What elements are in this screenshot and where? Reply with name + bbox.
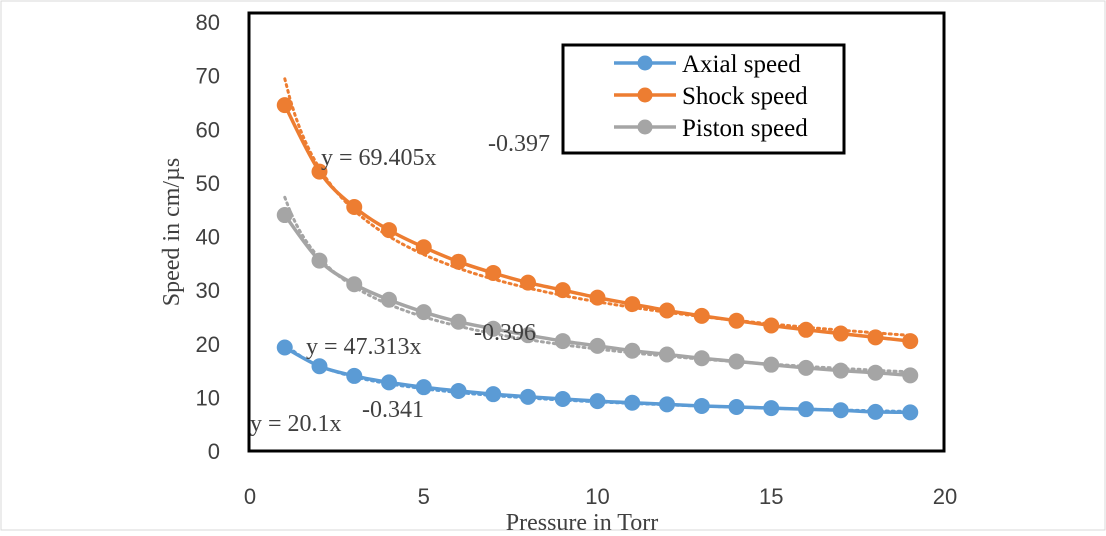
legend-shock-speed-label: Shock speed [682, 83, 808, 110]
piston-speed-point [902, 367, 919, 384]
piston-speed-point [589, 337, 606, 354]
y-axis-title: Speed in cm/µs [159, 158, 185, 306]
y-axis-ticks: 0 10 20 30 40 50 60 70 80 [196, 10, 220, 464]
piston-speed-point [485, 320, 502, 337]
piston-speed-point [276, 207, 293, 224]
piston-speed-point [624, 342, 641, 359]
shock-speed-point [450, 253, 467, 270]
legend-shock-speed-marker [637, 87, 653, 103]
piston-speed-point [554, 333, 571, 350]
axial-speed-point [798, 401, 814, 418]
axial-speed-point [832, 402, 849, 419]
y-tick-label: 50 [196, 171, 220, 196]
axial-speed-point [728, 399, 745, 416]
legend-piston-speed-label: Piston speed [682, 115, 808, 142]
shock-speed-point [693, 307, 710, 324]
axial-speed-point [902, 404, 919, 421]
axial-speed-point [624, 394, 641, 411]
axial-speed-point [659, 396, 675, 413]
piston-speed-point [450, 313, 467, 330]
piston-speed-point [381, 291, 397, 308]
series-points [276, 97, 919, 421]
legend-box [561, 43, 846, 155]
axial-speed-point [381, 374, 397, 391]
shock-speed-point [902, 333, 919, 350]
shock-speed-point [346, 199, 363, 216]
axial-speed-point [693, 397, 710, 414]
piston-speed-point [520, 327, 536, 344]
y-tick-label: 30 [196, 278, 220, 303]
x-tick-label: 10 [585, 484, 609, 509]
y-tick-label: 40 [196, 225, 220, 250]
legend-piston-speed-marker [637, 119, 653, 135]
piston-speed-point [693, 350, 710, 367]
piston-speed-point [867, 364, 884, 381]
shock-speed-point [832, 325, 849, 342]
axial-speed-point [311, 358, 328, 375]
piston-speed-equation: y = 47.313x [306, 334, 422, 360]
y-tick-label: 70 [196, 64, 220, 89]
axial-speed-point [415, 379, 432, 396]
shock-speed-point [589, 289, 606, 306]
y-tick-label: 20 [196, 332, 220, 357]
axial-speed-point [485, 386, 502, 403]
piston-speed-point [311, 252, 328, 269]
y-tick-label: 0 [208, 439, 220, 464]
shock-speed-point [763, 317, 780, 334]
plot-border [247, 11, 946, 453]
axial-speed-point [450, 382, 467, 399]
x-tick-label: 0 [244, 484, 256, 509]
shock-speed-point [520, 274, 536, 291]
axial-speed-point [520, 388, 536, 405]
shock-speed-point [554, 282, 571, 299]
piston-speed-point [659, 346, 675, 363]
piston-speed-point [415, 304, 432, 321]
piston-speed-equation-exponent: -0.396 [474, 320, 536, 346]
legend: Axial speed Shock speed Piston speed [561, 43, 846, 155]
x-tick-label: 20 [933, 484, 957, 509]
axial-speed-point [763, 400, 780, 417]
shock-speed-point [624, 296, 641, 313]
y-tick-label: 10 [196, 385, 220, 410]
piston-speed-point [798, 359, 814, 376]
x-tick-label: 5 [418, 484, 430, 509]
piston-speed-point [832, 362, 849, 379]
x-tick-label: 15 [759, 484, 783, 509]
legend-axial-speed-marker [637, 55, 653, 71]
shock-speed-point [415, 239, 432, 256]
axial-speed-point [346, 367, 363, 384]
piston-speed-point [728, 353, 745, 370]
shock-speed-point [485, 264, 502, 281]
piston-speed-point [763, 356, 780, 373]
shock-speed-equation-exponent: -0.397 [488, 131, 550, 157]
shock-speed-point [798, 321, 814, 338]
shock-speed-point [659, 302, 675, 319]
axial-speed-point [554, 390, 571, 407]
shock-speed-point [867, 329, 884, 346]
shock-speed-point [728, 312, 745, 329]
axial-speed-point [589, 393, 606, 410]
shock-speed-point [381, 222, 397, 239]
axial-speed-equation: y = 20.1x [250, 411, 342, 437]
shock-speed-point [311, 163, 328, 180]
axial-speed-point [276, 339, 293, 356]
shock-speed-point [276, 97, 293, 114]
shock-speed-equation: y = 69.405x [321, 145, 437, 171]
y-tick-label: 80 [196, 10, 220, 35]
piston-speed-point [346, 276, 363, 293]
x-axis-title: Pressure in Torr [506, 510, 659, 531]
x-axis-ticks: 0 5 10 15 20 [244, 484, 957, 509]
y-tick-label: 60 [196, 117, 220, 142]
trendline-equations: y = 20.1x -0.341 y = 69.405x -0.397 y = 47.3… [250, 131, 550, 437]
axial-speed-equation-exponent: -0.341 [362, 397, 424, 423]
legend-axial-speed-label: Axial speed [682, 51, 801, 78]
axial-speed-point [867, 403, 884, 420]
